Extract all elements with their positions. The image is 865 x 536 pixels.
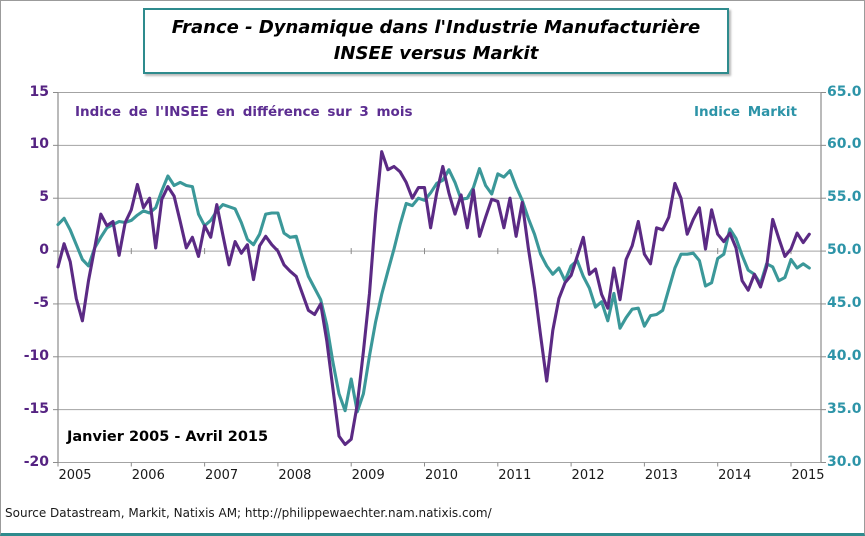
insee-series-label: Indice de l'INSEE en différence sur 3 mo… xyxy=(75,104,413,120)
markit-line xyxy=(56,167,811,414)
insee-line xyxy=(56,150,811,447)
period-range-label: Janvier 2005 - Avril 2015 xyxy=(67,429,269,445)
chart-title-line1: France - Dynamique dans l'Industrie Manu… xyxy=(171,17,701,38)
markit-series-label: Indice Markit xyxy=(693,104,797,120)
chart-title-box: France - Dynamique dans l'Industrie Manu… xyxy=(143,8,729,75)
chart-title-line2: INSEE versus Markit xyxy=(333,42,539,64)
source-attribution: Source Datastream, Markit, Natixis AM; h… xyxy=(5,506,492,520)
